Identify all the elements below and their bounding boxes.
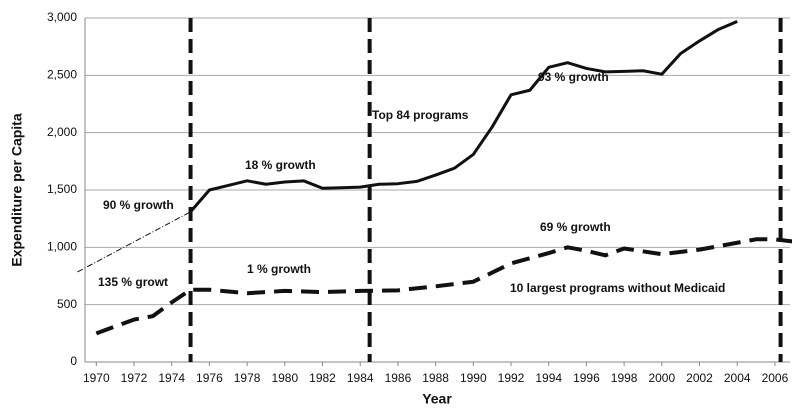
- x-tick-label: 1984: [347, 371, 374, 385]
- y-tick-label: 500: [57, 297, 77, 311]
- x-tick-label: 1974: [158, 371, 185, 385]
- y-tick-label: 0: [70, 354, 77, 368]
- x-tick-label: 1986: [385, 371, 412, 385]
- trend-line: [77, 211, 191, 273]
- annotation: 1 % growth: [247, 262, 311, 276]
- annotation: 135 % growt: [98, 275, 168, 289]
- x-tick-label: 1970: [83, 371, 110, 385]
- x-tick-label: 2000: [648, 371, 675, 385]
- y-tick-label: 1,500: [47, 182, 77, 196]
- y-tick-label: 3,000: [47, 10, 77, 24]
- x-tick-label: 1996: [573, 371, 600, 385]
- y-tick-label: 1,000: [47, 240, 77, 254]
- series-line: [189, 20, 738, 213]
- y-axis-title: Expenditure per Capita: [9, 113, 25, 266]
- series-label: Top 84 programs: [372, 108, 469, 122]
- x-axis-title: Year: [422, 391, 452, 407]
- x-tick-label: 1978: [234, 371, 261, 385]
- annotation: 90 % growth: [103, 198, 174, 212]
- annotation: 18 % growth: [245, 158, 316, 172]
- series-label: 10 largest programs without Medicaid: [510, 281, 725, 295]
- x-tick-label: 2004: [724, 371, 751, 385]
- x-tick-label: 1972: [121, 371, 148, 385]
- series-line: [95, 237, 792, 336]
- plot-area: 0 500 1,000 1,500 2,000 2,500 3,000 1970 1972 197…: [47, 10, 792, 385]
- x-tick-label: 1994: [535, 371, 562, 385]
- x-tick-label: 1998: [611, 371, 638, 385]
- x-tick-label: 1982: [309, 371, 336, 385]
- x-tick-label: 1976: [196, 371, 223, 385]
- y-tick-label: 2,000: [47, 125, 77, 139]
- x-tick-label: 1988: [422, 371, 449, 385]
- x-tick-label: 1992: [498, 371, 525, 385]
- x-tick-label: 1980: [271, 371, 298, 385]
- x-tick-label: 2006: [762, 371, 789, 385]
- x-tick-label: 1990: [460, 371, 487, 385]
- annotation: 93 % growth: [538, 70, 609, 84]
- annotation: 69 % growth: [540, 220, 611, 234]
- y-tick-label: 2,500: [47, 68, 77, 82]
- x-tick-label: 2002: [686, 371, 713, 385]
